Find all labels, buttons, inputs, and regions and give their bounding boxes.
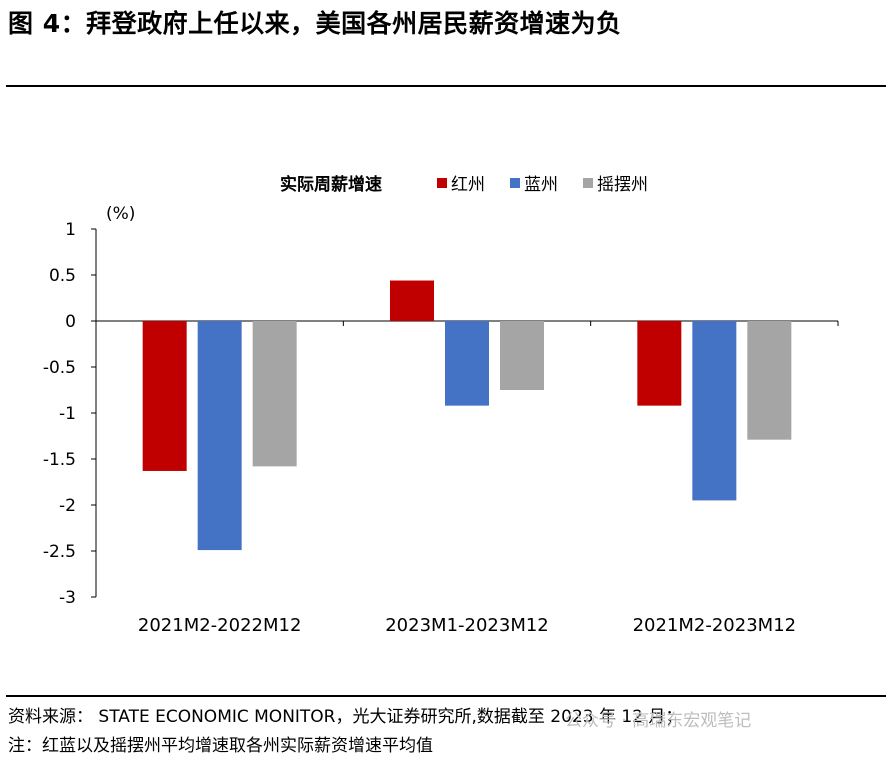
figure-title: 图 4：拜登政府上任以来，美国各州居民薪资增速为负: [8, 9, 622, 38]
y-axis-unit: (%): [106, 204, 135, 224]
bar: [390, 280, 434, 321]
y-axis: (%) 1 0.5 0 -0.5 -1 -1.5 -2 -2.5 -3: [43, 204, 136, 608]
legend-swatch: [437, 178, 447, 188]
legend-label: 摇摆州: [597, 175, 648, 195]
x-tick-label: 2021M2-2023M12: [633, 615, 797, 636]
y-tick-label: 1: [65, 220, 76, 240]
y-tick-label: 0.5: [49, 266, 76, 286]
y-tick-label: 0: [65, 312, 76, 332]
watermark: 公众号 · 高瑞东宏观笔记: [565, 711, 752, 731]
bar: [252, 321, 297, 467]
legend-label: 红州: [451, 175, 485, 195]
legend-swatch: [510, 178, 520, 188]
bar: [445, 321, 489, 406]
y-tick-label: -2.5: [43, 542, 76, 562]
note-text: 注：红蓝以及摇摆州平均增速取各州实际薪资增速平均值: [8, 736, 433, 756]
bar: [142, 321, 187, 471]
bar: [197, 321, 242, 551]
legend-label: 蓝州: [524, 175, 558, 195]
y-tick-label: -1.5: [43, 450, 76, 470]
bottom-rule: [6, 695, 886, 697]
source-text: 资料来源： STATE ECONOMIC MONITOR，光大证券研究所,数据截…: [8, 707, 683, 727]
y-tick-label: -0.5: [43, 358, 76, 378]
x-tick-label: 2023M1-2023M12: [385, 615, 549, 636]
bars: [142, 280, 792, 551]
y-tick-label: -1: [59, 404, 76, 424]
x-tick-label: 2021M2-2022M12: [138, 615, 302, 636]
legend: 实际周薪增速 红州 蓝州 摇摆州: [280, 174, 648, 195]
bar: [500, 321, 544, 390]
y-tick-label: -2: [59, 496, 76, 516]
legend-swatch: [583, 178, 593, 188]
bar: [692, 321, 737, 501]
legend-title: 实际周薪增速: [280, 174, 382, 195]
y-tick-label: -3: [59, 588, 76, 608]
top-rule: [6, 85, 886, 87]
bar: [747, 321, 792, 440]
bar: [637, 321, 682, 406]
